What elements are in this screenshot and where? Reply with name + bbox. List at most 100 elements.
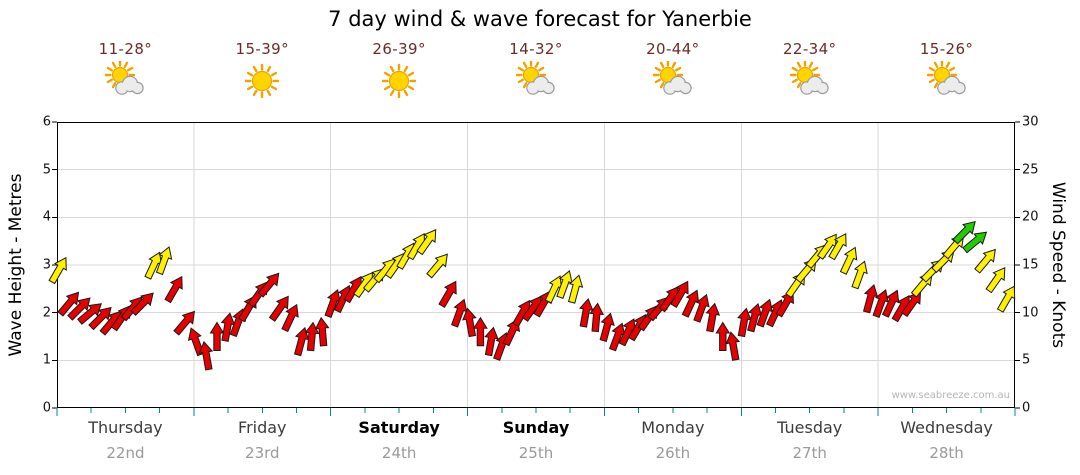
sun-ray: [659, 61, 665, 69]
weather-icon-wrap: [344, 61, 454, 105]
wind-arrow: [462, 307, 477, 338]
weather-icon-wrap: [481, 59, 591, 105]
day-column-monday: 20-44°: [618, 40, 728, 105]
wind-arrow: [715, 321, 731, 351]
wind-arrow: [985, 267, 1006, 294]
wave-tick-label: 6: [42, 114, 51, 130]
cloud-puff-fill: [954, 83, 964, 93]
sun-ray: [538, 66, 545, 72]
day-date-label: 22nd: [106, 444, 145, 462]
sun-ray: [384, 71, 391, 77]
wind-arrow: [589, 302, 605, 333]
day-name-label: Monday: [641, 418, 705, 437]
sun-ray: [403, 65, 409, 73]
wind-axis-label: Wind Speed - Knots: [1048, 181, 1068, 349]
sun-ray: [945, 61, 950, 69]
wave-tick-label: 0: [42, 400, 51, 416]
knot-tick-label: 25: [1022, 162, 1039, 178]
knot-tick-label: 5: [1022, 352, 1031, 368]
wind-arrow: [828, 232, 847, 261]
sun-ray: [107, 78, 114, 84]
wind-arrow: [304, 321, 320, 352]
sun-ray: [808, 61, 813, 69]
wind-arrow: [775, 290, 794, 318]
wave-tick-label: 4: [42, 209, 51, 225]
day-column-sunday: 14-32°: [481, 40, 591, 105]
weather-icon-wrap: [618, 59, 728, 105]
day-date-label: 24th: [381, 444, 417, 462]
weather-icon-partly-cloudy: [926, 59, 966, 95]
chart-title: 7 day wind & wave forecast for Yanerbie: [328, 7, 752, 31]
sun-ray: [674, 66, 682, 72]
day-name-label: Saturday: [358, 418, 440, 437]
wind-arrow: [872, 289, 889, 318]
wave-tick-label: 2: [42, 305, 51, 321]
day-column-saturday: 26-39°: [344, 40, 454, 105]
day-name-label: Friday: [238, 418, 287, 437]
wind-arrow: [599, 312, 615, 342]
sun-ray: [948, 66, 955, 72]
sun-ray: [127, 66, 134, 72]
weather-icon-wrap: [755, 59, 865, 105]
wind-arrow: [164, 275, 183, 304]
sun-ray: [271, 85, 278, 91]
sun-ray: [247, 71, 254, 77]
weather-icon-partly-cloudy: [105, 59, 145, 95]
weather-icon-partly-cloudy: [789, 59, 829, 95]
wind-arrow: [57, 291, 80, 317]
sun-ray: [928, 66, 935, 72]
wave-tick-label: 3: [42, 257, 51, 273]
temperature-range: 22-34°: [782, 40, 837, 58]
watermark-text: www.seabreeze.com.au: [891, 390, 1010, 401]
knot-tick-label: 20: [1022, 209, 1039, 225]
wind-arrow: [88, 306, 112, 331]
day-date-label: 26th: [655, 444, 691, 462]
wind-arrow: [48, 256, 67, 285]
day-date-label: 25th: [518, 444, 554, 462]
weather-icon-wrap: [207, 61, 317, 105]
day-column-tuesday: 22-34°: [755, 40, 865, 105]
sun-ray: [517, 78, 525, 84]
sun-ray: [654, 78, 661, 84]
temperature-range: 15-26°: [919, 40, 974, 58]
wave-tick-label: 5: [42, 162, 51, 178]
wind-arrow: [705, 302, 721, 333]
sun-ray: [671, 61, 677, 69]
sun-ray: [534, 61, 540, 69]
cloud-puff-fill: [133, 83, 143, 93]
sun-ray: [124, 61, 129, 69]
wind-arrow: [426, 253, 448, 279]
wind-arrow: [155, 246, 173, 276]
temperature-range: 26-39°: [372, 40, 426, 58]
temperature-range: 15-39°: [235, 40, 290, 58]
day-date-label: 28th: [929, 444, 964, 462]
sun-ray: [389, 89, 395, 97]
sun-ray: [112, 82, 117, 89]
weather-icon-partly-cloudy: [515, 59, 555, 95]
sun-ray: [247, 85, 254, 91]
wind-arrow: [257, 272, 280, 298]
sun-ray: [659, 82, 665, 89]
wind-arrow: [314, 316, 330, 347]
day-column-friday: 15-39°: [207, 40, 317, 105]
wind-arrow: [962, 231, 988, 254]
day-name-label: Sunday: [502, 418, 570, 437]
wind-arrow: [473, 316, 488, 347]
wave-axis-label: Wave Height - Metres: [6, 173, 26, 357]
wind-arrow: [952, 221, 976, 245]
knot-tick-label: 0: [1022, 400, 1031, 416]
sun-ray: [107, 66, 114, 72]
wave-tick-label: 1: [42, 352, 51, 368]
wind-arrow: [756, 298, 773, 328]
sun-ray: [266, 89, 272, 97]
cloud-puff-fill: [817, 83, 827, 93]
sun-ray: [407, 71, 415, 77]
knot-tick-label: 10: [1022, 305, 1039, 321]
wind-arrow: [173, 310, 196, 336]
sun-ray: [517, 66, 525, 72]
sun-ray: [791, 66, 798, 72]
knot-tick-label: 30: [1022, 114, 1039, 130]
wind-arrow: [725, 331, 741, 361]
day-column-wednesday: 15-26°: [892, 40, 1002, 105]
wind-arrow: [996, 285, 1016, 313]
